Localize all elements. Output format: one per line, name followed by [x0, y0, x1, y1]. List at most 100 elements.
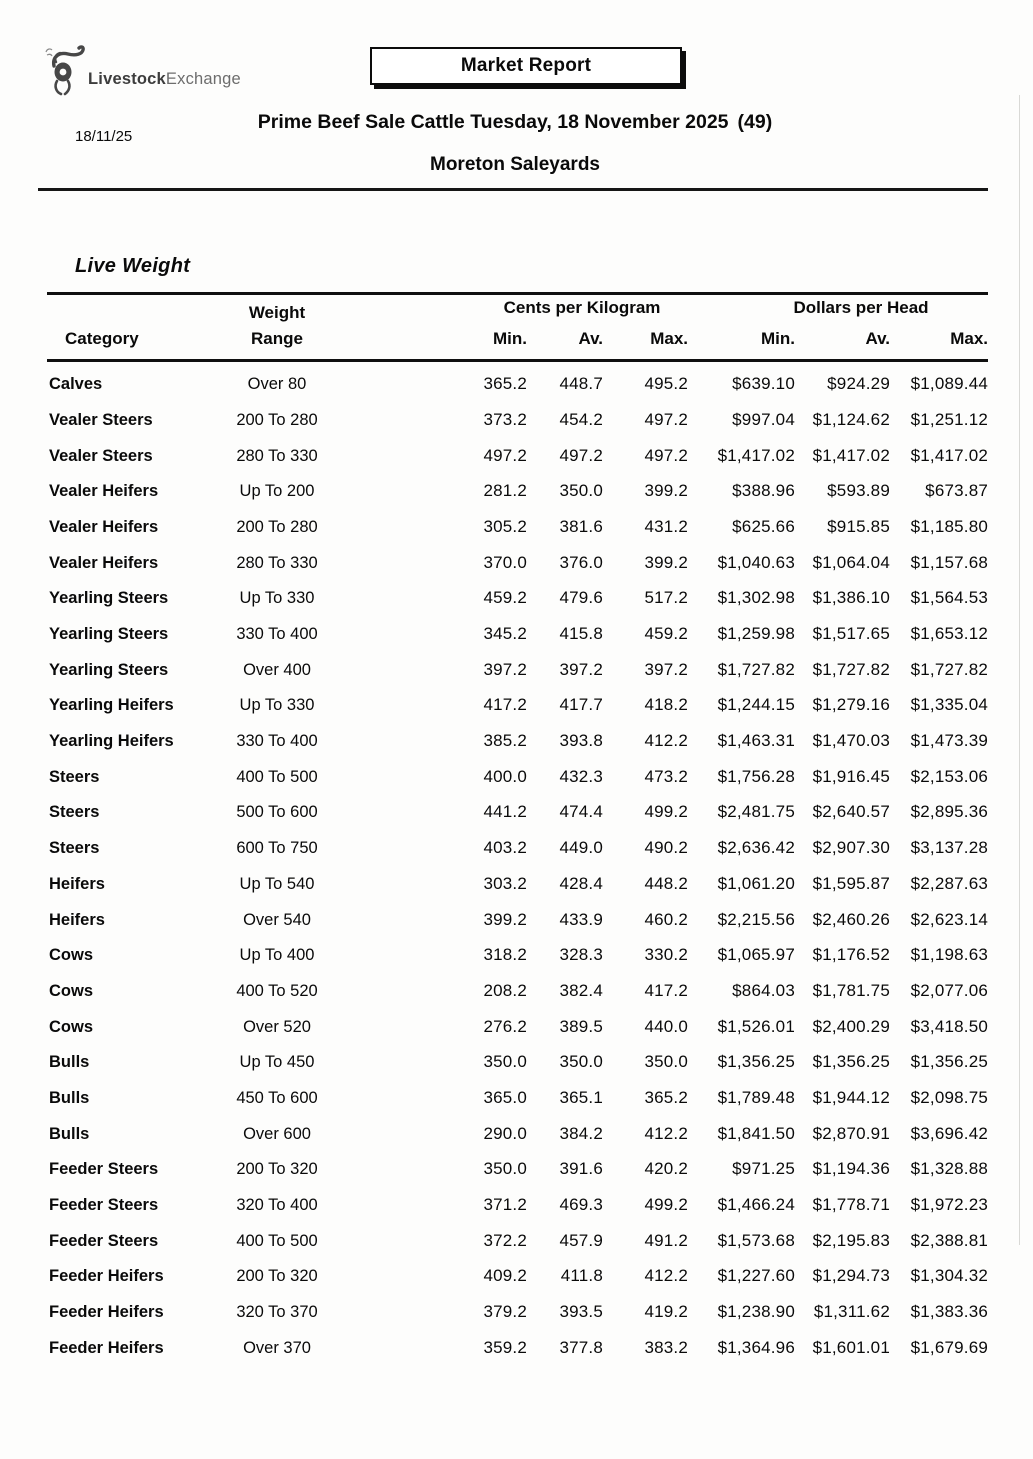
cell-weight-range: Up To 540 [239, 874, 315, 893]
cell-cpk-min: 372.2 [483, 1230, 527, 1250]
market-report-box: Market Report [370, 47, 682, 85]
market-report-label: Market Report [460, 55, 592, 76]
table-row: Steers 500 To 600 441.2 474.4 499.2 $2,481.75… [47, 789, 988, 825]
cell-dph-av: $593.89 [827, 481, 890, 501]
cell-dph-av: $2,195.83 [812, 1230, 890, 1250]
cell-spacer [357, 967, 450, 1003]
cell-dph-av: $2,640.57 [812, 802, 890, 822]
cell-cpk-max: 491.2 [644, 1230, 688, 1250]
table-row: Feeder Steers 400 To 500 372.2 457.9 491.2 $1… [47, 1217, 988, 1253]
cell-cpk-min: 373.2 [483, 409, 527, 429]
cell-cpk-min: 350.0 [483, 1052, 527, 1072]
cell-cpk-av: 397.2 [559, 659, 603, 679]
col-dph-min: Min. [688, 323, 795, 362]
cell-cpk-min: 345.2 [483, 624, 527, 643]
cell-weight-range: Over 80 [247, 375, 307, 394]
col-category: Category [47, 323, 197, 362]
cell-cpk-av: 382.4 [559, 980, 603, 1000]
cell-dph-min: $1,463.31 [717, 731, 795, 751]
cell-dph-av: $1,778.71 [812, 1195, 890, 1214]
cell-weight-range: 280 To 330 [236, 446, 318, 465]
cell-dph-min: $388.96 [732, 481, 795, 501]
cell-cpk-min: 409.2 [483, 1266, 527, 1286]
cell-dph-av: $1,517.65 [812, 624, 890, 643]
table-row: Steers 400 To 500 400.0 432.3 473.2 $1,756.28… [47, 753, 988, 789]
cell-dph-max: $1,328.88 [910, 1159, 989, 1179]
cell-dph-av: $1,294.73 [812, 1266, 890, 1286]
group-header-dollars-per-head: Dollars per Head [793, 297, 929, 317]
logo-brand-bold: Livestock [88, 70, 166, 88]
cell-category: Cows [49, 981, 94, 1000]
cell-category: Yearling Steers [49, 589, 169, 608]
table-row: Bulls 450 To 600 365.0 365.1 365.2 $1,789.48 $… [47, 1074, 988, 1110]
cell-cpk-max: 431.2 [644, 516, 688, 536]
cell-cpk-min: 385.2 [483, 731, 527, 751]
cell-category: Heifers [49, 910, 105, 929]
report-date: 18/11/25 [75, 128, 133, 145]
cell-category: Yearling Heifers [49, 696, 174, 715]
cell-spacer [357, 575, 450, 611]
cell-dph-min: $1,466.24 [717, 1195, 795, 1214]
cell-dph-min: $2,481.75 [717, 802, 795, 822]
table-row: Calves Over 80 365.2 448.7 495.2 $639.10 $924.… [47, 361, 988, 397]
cell-weight-range: 400 To 520 [236, 981, 318, 1000]
cell-dph-av: $924.29 [827, 374, 890, 394]
cell-weight-range: Over 520 [243, 1017, 311, 1036]
cell-dph-min: $1,040.63 [717, 552, 795, 572]
col-cpk-av: Av. [527, 323, 603, 362]
cell-category: Vealer Heifers [49, 517, 159, 536]
table-header: Weight Cents per Kilogram Dollars per He… [47, 294, 989, 362]
cell-dph-av: $1,176.52 [812, 945, 890, 965]
table-row: Vealer Heifers Up To 200 281.2 350.0 399.2 $3… [47, 468, 988, 504]
cell-dph-max: $2,098.75 [910, 1087, 989, 1107]
cell-category: Steers [49, 839, 100, 858]
cell-cpk-min: 276.2 [483, 1016, 527, 1036]
cell-spacer [357, 1146, 450, 1182]
cell-cpk-av: 457.9 [559, 1230, 603, 1250]
cell-category: Vealer Heifers [49, 553, 159, 572]
cell-spacer [357, 860, 450, 896]
cell-cpk-av: 497.2 [559, 445, 603, 465]
cell-cpk-av: 377.8 [559, 1337, 603, 1357]
table-row: Bulls Up To 450 350.0 350.0 350.0 $1,356.25 $1… [47, 1039, 988, 1075]
cell-cpk-max: 350.0 [644, 1052, 688, 1072]
table-row: Bulls Over 600 290.0 384.2 412.2 $1,841.50 $2,… [47, 1110, 988, 1146]
cell-cpk-min: 371.2 [483, 1195, 527, 1214]
cell-spacer [357, 1074, 450, 1110]
cell-cpk-max: 440.0 [644, 1016, 688, 1036]
cell-dph-av: $1,601.01 [812, 1337, 890, 1357]
cell-category: Steers [49, 767, 100, 786]
report-head-count: (49) [737, 111, 773, 133]
table-row: Cows 400 To 520 208.2 382.4 417.2 $864.03 $1,7… [47, 967, 988, 1003]
cell-weight-range: 200 To 280 [236, 410, 318, 429]
cell-dph-av: $1,417.02 [812, 445, 890, 465]
cell-cpk-min: 281.2 [483, 481, 527, 501]
cell-cpk-av: 469.3 [559, 1195, 603, 1214]
cell-cpk-min: 318.2 [483, 945, 527, 965]
cell-dph-max: $2,388.81 [910, 1230, 989, 1250]
cell-cpk-min: 497.2 [483, 445, 527, 465]
cell-cpk-min: 365.0 [483, 1087, 527, 1107]
cell-dph-max: $1,157.68 [910, 552, 989, 572]
section-heading-live-weight: Live Weight [75, 255, 191, 277]
col-dph-av: Av. [795, 323, 890, 362]
cell-spacer [357, 1110, 450, 1146]
cell-cpk-min: 399.2 [483, 909, 527, 929]
cell-cpk-av: 433.9 [559, 909, 603, 929]
cell-spacer [357, 646, 450, 682]
cell-cpk-av: 432.3 [559, 766, 603, 786]
cell-dph-av: $1,279.16 [812, 695, 890, 715]
table-row: Yearling Heifers Up To 330 417.2 417.7 418.2… [47, 682, 988, 718]
cell-spacer [357, 610, 450, 646]
cell-category: Yearling Steers [49, 625, 169, 643]
cell-cpk-min: 359.2 [483, 1337, 527, 1357]
cell-category: Feeder Heifers [49, 1338, 164, 1357]
table-row: Feeder Steers 200 To 320 350.0 391.6 420.2 $9… [47, 1146, 988, 1182]
table-row: Heifers Over 540 399.2 433.9 460.2 $2,215.56 $… [47, 896, 988, 932]
cell-dph-min: $1,302.98 [717, 588, 795, 608]
cell-spacer [357, 1253, 450, 1289]
live-weight-table-wrap: Weight Cents per Kilogram Dollars per He… [47, 292, 989, 1360]
cell-weight-range: Up To 330 [239, 589, 315, 608]
col-cpk-max: Max. [603, 323, 688, 362]
cell-cpk-max: 412.2 [644, 1266, 688, 1286]
